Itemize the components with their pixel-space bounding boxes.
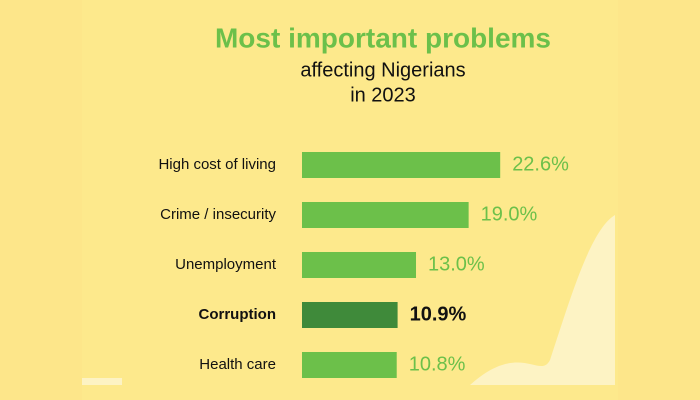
bar xyxy=(302,202,469,228)
bar xyxy=(302,302,398,328)
category-label: Unemployment xyxy=(175,256,277,273)
value-label: 10.9% xyxy=(410,303,467,325)
value-label: 19.0% xyxy=(481,203,538,225)
bar xyxy=(302,252,417,278)
decor-strip xyxy=(82,378,122,385)
category-label: High cost of living xyxy=(158,156,276,173)
category-label: Corruption xyxy=(199,306,276,323)
chart-subtitle: affecting Nigerians xyxy=(300,59,465,81)
decor-shape xyxy=(470,215,615,385)
category-label: Crime / insecurity xyxy=(160,206,276,223)
panel xyxy=(82,0,618,400)
bar xyxy=(302,352,397,378)
value-label: 10.8% xyxy=(409,353,466,375)
value-label: 13.0% xyxy=(428,253,485,275)
category-label: Health care xyxy=(199,356,276,373)
value-label: 22.6% xyxy=(512,153,569,175)
bar xyxy=(302,152,501,178)
chart-subtitle: in 2023 xyxy=(350,84,416,106)
chart-title: Most important problems xyxy=(215,22,551,53)
